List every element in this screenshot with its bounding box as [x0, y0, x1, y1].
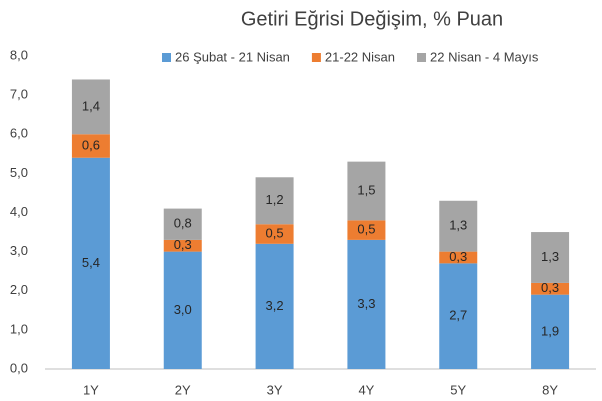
y-tick-label: 6,0	[10, 126, 28, 141]
value-label: 1,4	[82, 98, 100, 113]
bar-segment	[163, 251, 202, 369]
y-tick-label: 8,0	[10, 47, 28, 62]
legend-label: 21-22 Nisan	[325, 49, 395, 64]
value-label: 0,5	[266, 225, 284, 240]
legend-label: 26 Şubat - 21 Nisan	[175, 49, 290, 64]
legend-swatch	[162, 53, 171, 62]
x-tick-label: 3Y	[267, 382, 283, 397]
value-label: 1,9	[541, 323, 559, 338]
bar-segment	[163, 208, 202, 240]
bar-segment	[531, 282, 570, 295]
chart-title: Getiri Eğrisi Değişim, % Puan	[241, 8, 503, 30]
bar-segment	[255, 177, 294, 225]
y-tick-label: 2,0	[10, 282, 28, 297]
bar-segment	[439, 251, 478, 264]
y-tick-label: 4,0	[10, 204, 28, 219]
y-tick-label: 7,0	[10, 87, 28, 102]
legend-swatch	[417, 53, 427, 62]
y-tick-label: 1,0	[10, 321, 28, 336]
bar-segment	[439, 263, 478, 369]
x-tick-label: 4Y	[358, 382, 374, 397]
value-label: 1,3	[541, 249, 559, 264]
value-label: 5,4	[82, 255, 100, 270]
value-label: 2,7	[449, 308, 467, 323]
value-label: 0,6	[82, 137, 100, 152]
x-tick-label: 1Y	[83, 382, 99, 397]
bar-segment	[71, 134, 110, 158]
value-label: 0,3	[541, 280, 559, 295]
bar-segment	[255, 243, 294, 369]
bar-segment	[347, 239, 386, 369]
bar-segment	[163, 239, 202, 252]
value-label: 1,2	[266, 192, 284, 207]
bar-segment	[347, 220, 386, 240]
y-tick-label: 0,0	[10, 360, 28, 375]
value-label: 0,3	[174, 237, 192, 252]
value-label: 1,5	[357, 182, 375, 197]
y-tick-label: 3,0	[10, 243, 28, 258]
value-label: 3,0	[174, 302, 192, 317]
y-tick-label: 5,0	[10, 165, 28, 180]
value-label: 0,3	[449, 249, 467, 264]
legend-swatch	[311, 53, 321, 62]
bar-segment	[255, 224, 294, 244]
value-label: 1,3	[449, 218, 467, 233]
bar-segment	[71, 157, 110, 369]
legend-label: 22 Nisan - 4 Mayıs	[430, 49, 539, 64]
x-tick-label: 8Y	[542, 382, 558, 397]
bar-segment	[531, 232, 570, 283]
bar-segment	[347, 161, 386, 221]
value-label: 3,3	[357, 296, 375, 311]
value-label: 3,2	[266, 298, 284, 313]
bar-segment	[71, 79, 110, 135]
bar-segment	[531, 294, 570, 369]
value-label: 0,8	[174, 216, 192, 231]
value-label: 0,5	[357, 222, 375, 237]
x-tick-label: 2Y	[175, 382, 191, 397]
bar-segment	[439, 200, 478, 252]
x-tick-label: 5Y	[450, 382, 466, 397]
